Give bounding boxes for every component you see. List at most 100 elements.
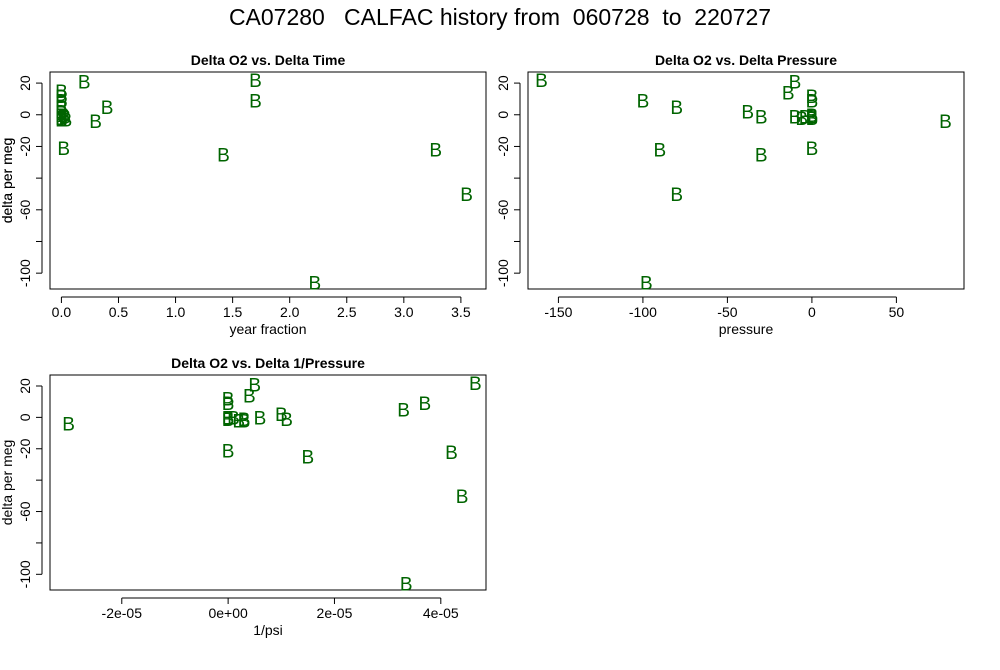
data-point: B	[806, 109, 819, 130]
data-point: B	[640, 274, 653, 295]
x-tick-label: -150	[544, 304, 572, 320]
data-point: B	[238, 410, 251, 431]
data-point: B	[55, 103, 68, 124]
data-point: B	[243, 386, 256, 407]
data-point: B	[939, 112, 952, 133]
data-point: B	[101, 98, 114, 119]
y-axis-label: delta per meg	[0, 138, 15, 224]
x-tick-label: 3.5	[451, 304, 471, 320]
y-tick-label: -100	[17, 560, 33, 588]
data-point: B	[222, 390, 235, 411]
data-point: B	[60, 111, 73, 132]
data-point: B	[755, 145, 768, 166]
y-tick-label: 0	[17, 111, 33, 119]
data-point: B	[789, 107, 802, 128]
data-point: B	[429, 141, 442, 162]
y-tick-label: -20	[17, 136, 33, 156]
y-tick-label: -100	[495, 259, 511, 287]
y-tick-label: -20	[495, 136, 511, 156]
data-point: B	[653, 141, 666, 162]
data-point: B	[217, 145, 230, 166]
y-tick-label: 20	[17, 75, 33, 91]
y-tick-label: -20	[17, 438, 33, 458]
data-point: B	[78, 73, 91, 94]
data-point: B	[238, 412, 251, 433]
y-tick-label: -60	[495, 199, 511, 219]
data-point: B	[55, 109, 68, 130]
x-tick-label: -50	[717, 304, 737, 320]
data-point: B	[308, 274, 321, 295]
data-point: B	[302, 448, 315, 469]
data-point: B	[55, 98, 68, 119]
data-point: B	[806, 107, 819, 128]
data-point: B	[755, 107, 768, 128]
y-tick-label: 0	[495, 111, 511, 119]
plot-frame	[49, 374, 487, 591]
data-point: B	[89, 112, 102, 133]
x-tick-label: 2.0	[280, 304, 300, 320]
data-point: B	[535, 71, 548, 92]
data-point: B	[249, 92, 262, 113]
data-point: B	[57, 139, 70, 160]
y-tick-label: -100	[17, 259, 33, 287]
data-point: B	[55, 82, 68, 103]
data-point: B	[275, 405, 288, 426]
data-point: B	[222, 441, 235, 462]
data-point: B	[799, 107, 812, 128]
data-point: B	[795, 109, 808, 130]
data-point: B	[670, 185, 683, 206]
x-tick-label: 0e+00	[208, 605, 248, 621]
plot-frame	[49, 71, 487, 290]
y-tick-label: -60	[17, 199, 33, 219]
x-tick-label: 1.5	[223, 304, 243, 320]
data-point: B	[670, 98, 683, 119]
data-point: B	[280, 410, 293, 431]
panel-delta-inverse-pressure: Delta O2 vs. Delta 1/Pressure -2e-05 0e+00…	[0, 355, 487, 638]
x-tick-label: 4e-05	[423, 605, 459, 621]
data-point: B	[222, 394, 235, 415]
data-point: B	[460, 185, 473, 206]
data-point: B	[55, 111, 68, 132]
x-axis-label: pressure	[719, 321, 774, 337]
y-axis-label: delta per meg	[0, 138, 15, 224]
data-point: B	[232, 412, 245, 433]
data-point: B	[419, 394, 432, 415]
data-point: B	[469, 374, 482, 395]
data-point: B	[227, 408, 240, 429]
x-tick-label: 3.0	[394, 304, 414, 320]
data-point: B	[55, 87, 68, 108]
data-point: B	[248, 375, 261, 396]
data-point: B	[57, 106, 70, 127]
data-point: B	[782, 84, 795, 105]
x-axis-label: 1/psi	[253, 622, 283, 638]
data-point: B	[806, 106, 819, 127]
y-tick-label: 0	[17, 413, 33, 421]
page-title: CA07280 CALFAC history from 060728 to 22…	[228, 4, 772, 30]
data-point: B	[637, 92, 650, 113]
x-tick-label: 0.0	[52, 304, 72, 320]
panel-title: Delta O2 vs. Delta Pressure	[655, 52, 837, 68]
x-tick-label: 2.5	[337, 304, 357, 320]
panel-delta-time: Delta O2 vs. Delta Time 0.0 0.5 1.0 1.5 2.0 2.…	[0, 52, 487, 337]
data-point: B	[249, 71, 262, 92]
x-tick-label: 1.0	[166, 304, 186, 320]
y-axis-label: delta per meg	[0, 440, 15, 526]
data-point: B	[806, 139, 819, 160]
y-tick-label: 20	[17, 378, 33, 394]
data-point: B	[62, 415, 75, 436]
data-point: B	[55, 92, 68, 113]
data-point: B	[254, 408, 267, 429]
panel-delta-pressure: Delta O2 vs. Delta Pressure -150 -100 -50 0 5…	[0, 52, 965, 337]
data-point: B	[806, 92, 819, 113]
plot-frame	[527, 71, 965, 290]
data-point: B	[789, 73, 802, 94]
y-tick-label: -60	[17, 501, 33, 521]
x-tick-label: -100	[629, 304, 657, 320]
data-point: B	[55, 106, 68, 127]
data-point: B	[806, 87, 819, 108]
x-tick-label: 0.5	[109, 304, 129, 320]
data-point: B	[222, 410, 235, 431]
y-tick-label: 20	[495, 75, 511, 91]
x-tick-label: 0	[808, 304, 816, 320]
